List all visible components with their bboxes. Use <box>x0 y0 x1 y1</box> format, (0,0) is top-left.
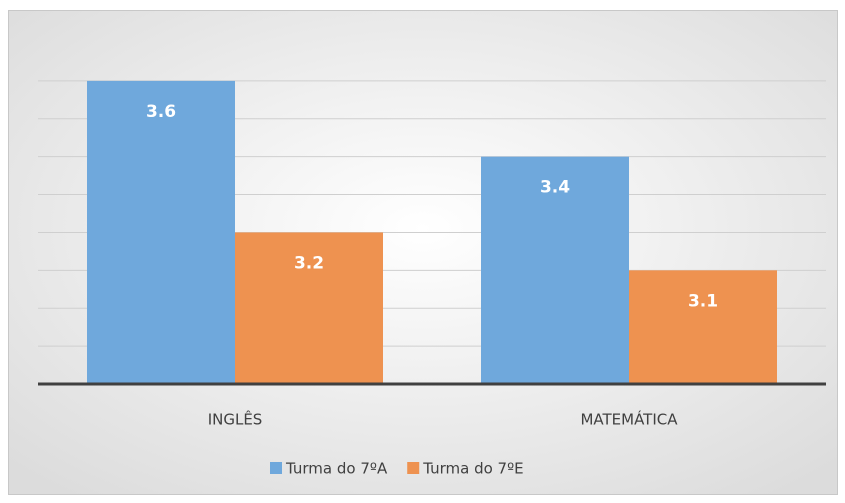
data-label: 3.6 <box>146 102 176 122</box>
legend-label: Turma do 7ºE <box>422 460 523 478</box>
data-label: 3.2 <box>294 253 324 273</box>
x-tick-label: INGLÊS <box>208 410 263 429</box>
bars <box>87 80 777 384</box>
bar <box>87 80 235 384</box>
bar <box>481 156 629 384</box>
data-label: 3.1 <box>688 291 718 311</box>
bar <box>235 232 383 384</box>
x-tick-label: MATEMÁTICA <box>580 410 678 429</box>
legend-swatch <box>270 462 282 474</box>
legend-label: Turma do 7ºA <box>285 460 388 478</box>
legend: Turma do 7ºA Turma do 7ºE <box>270 460 524 478</box>
legend-swatch <box>407 462 420 474</box>
data-label: 3.4 <box>540 178 570 198</box>
bar <box>629 270 777 384</box>
